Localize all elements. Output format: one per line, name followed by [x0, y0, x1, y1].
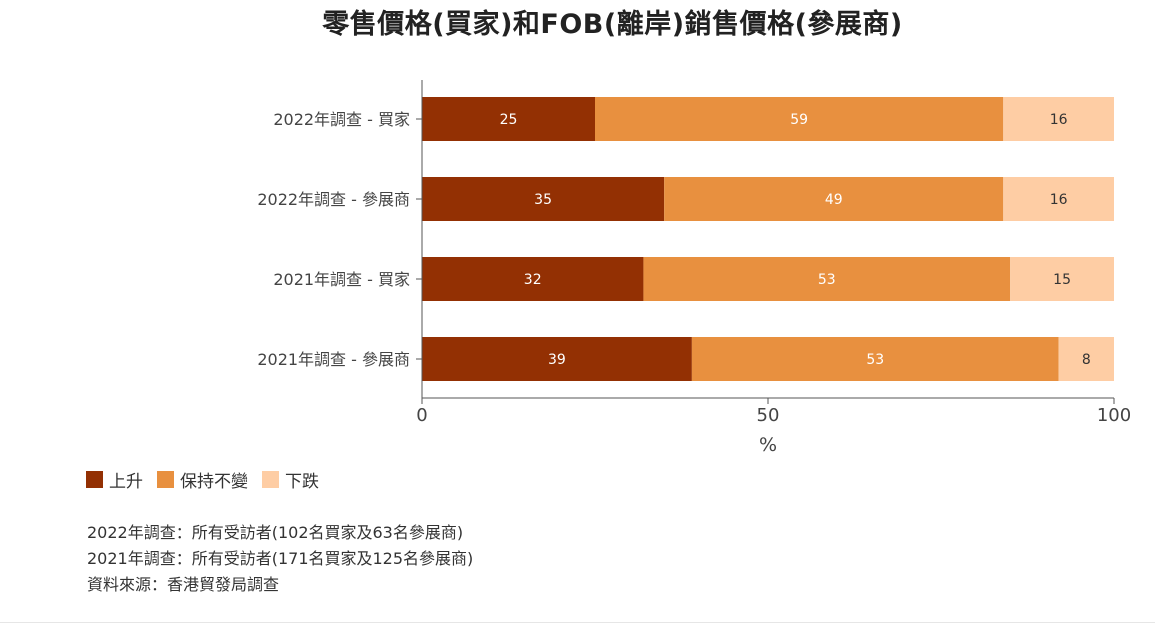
- legend-swatch-unchanged: [157, 471, 174, 488]
- chart-notes: 2022年調查：所有受訪者(102名買家及63名參展商) 2021年調查：所有受…: [87, 520, 473, 598]
- bar-value-label: 32: [524, 272, 542, 288]
- legend-label-rise: 上升: [109, 472, 143, 492]
- y-axis-category-label: 2022年調查 - 參展商: [257, 190, 410, 209]
- legend-item-fall[interactable]: 下跌: [262, 467, 319, 492]
- bar-segment: [1058, 337, 1114, 381]
- bar-segment: [595, 97, 1004, 141]
- bar-segment: [1010, 257, 1114, 301]
- note-source: 資料來源：香港貿發局調查: [87, 575, 280, 594]
- bar-value-label: 16: [1050, 192, 1068, 208]
- y-axis-category-label: 2021年調查 - 參展商: [257, 350, 410, 369]
- note-2021-survey: 2021年調查：所有受訪者(171名買家及125名參展商): [87, 549, 474, 568]
- y-axis-category-label: 2022年調查 - 買家: [273, 110, 410, 129]
- bar-value-label: 53: [818, 272, 836, 288]
- x-axis-tick-label: 50: [757, 405, 780, 426]
- x-axis-title: %: [759, 434, 777, 456]
- bottom-divider: [0, 622, 1155, 623]
- legend-item-unchanged[interactable]: 保持不變: [157, 467, 248, 492]
- chart-plot: 25 59 16 2022年調查 - 買家 35 49 16 2022年調查 - 參展商 32 5…: [257, 80, 1131, 456]
- legend-label-fall: 下跌: [285, 472, 319, 492]
- y-axis-category-label: 2021年調查 - 買家: [273, 270, 410, 289]
- bar-value-label: 15: [1053, 272, 1071, 288]
- bar-value-label: 39: [548, 352, 566, 368]
- bar-segment: [422, 257, 644, 301]
- bar-segment: [664, 177, 1004, 221]
- chart-title: 零售價格(買家)和FOB(離岸)銷售價格(參展商): [322, 9, 903, 40]
- bar-segment: [691, 337, 1059, 381]
- legend-swatch-rise: [86, 471, 103, 488]
- bar-value-label: 25: [500, 112, 518, 128]
- legend-swatch-fall: [262, 471, 279, 488]
- bar-value-label: 35: [534, 192, 552, 208]
- bar-segment: [422, 337, 692, 381]
- note-2022-survey: 2022年調查：所有受訪者(102名買家及63名參展商): [87, 523, 464, 542]
- bar-segment: [422, 97, 595, 141]
- bar-value-label: 8: [1082, 352, 1091, 368]
- bar-segment: [1003, 97, 1114, 141]
- bar-value-label: 49: [825, 192, 843, 208]
- bar-value-label: 16: [1050, 112, 1068, 128]
- x-axis-tick-label: 0: [416, 405, 427, 426]
- bar-value-label: 53: [866, 352, 884, 368]
- chart-legend: 上升 保持不變 下跌: [86, 467, 333, 492]
- legend-item-rise[interactable]: 上升: [86, 467, 143, 492]
- bar-value-label: 59: [790, 112, 808, 128]
- x-axis-tick-label: 100: [1097, 405, 1131, 426]
- bar-segment: [422, 177, 665, 221]
- bar-segment: [1003, 177, 1114, 221]
- bar-segment: [643, 257, 1011, 301]
- legend-label-unchanged: 保持不變: [180, 472, 248, 492]
